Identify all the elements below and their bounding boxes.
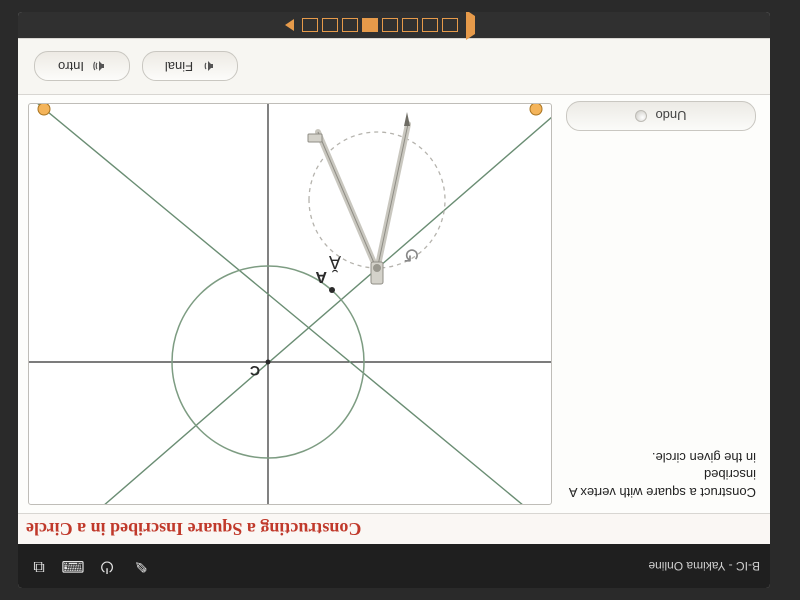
lesson-content: Construct a square with vertex A inscrib… [18,94,770,514]
instruction-line-1: Construct a square with vertex A inscrib… [570,467,756,500]
playback-controls: Final Intro [18,38,770,94]
topbar-tool-icons: ✎ ⏻ ⌨ ⧉ [28,555,152,577]
label-a: A [315,268,327,285]
nav-page-6[interactable] [342,18,358,32]
intro-button[interactable]: Intro [34,52,130,82]
final-label: Final [165,59,193,74]
final-button[interactable]: Final [142,52,238,82]
construction-canvas[interactable]: C A Ă ↺ [28,103,552,505]
sound-icon [92,60,106,74]
power-icon[interactable]: ⏻ [96,555,118,577]
instruction-text: Construct a square with vertex A inscrib… [566,448,756,501]
nav-page-5-current[interactable] [362,18,378,32]
point-a [329,287,335,293]
undo-label: Undo [655,109,686,124]
lms-topbar: B-IC - Yakima Online ✎ ⏻ ⌨ ⧉ [18,544,770,588]
lesson-title: Constructing a Square Inscribed in a Cir… [26,519,361,540]
geometry-svg: C A Ă ↺ [29,104,551,504]
intro-label: Intro [58,59,84,74]
undo-slider-handle[interactable] [635,110,647,122]
nav-prev-icon[interactable] [466,12,503,40]
course-label: B-IC - Yakima Online [648,559,760,573]
nav-page-7[interactable] [322,18,338,32]
page-nav [18,12,770,38]
diagonal-line-2 [29,104,551,504]
terminal-icon[interactable]: ⧉ [28,555,50,577]
handle-point-left[interactable] [530,104,542,115]
label-c: C [250,363,260,379]
nav-page-2[interactable] [422,18,438,32]
edit-icon[interactable]: ✎ [130,555,152,577]
rotate-arrow-icon: ↺ [403,243,420,265]
canvas-wrap: C A Ă ↺ [18,95,552,513]
lesson-title-banner: Constructing a Square Inscribed in a Cir… [18,514,770,544]
handle-point-right[interactable] [38,104,50,115]
left-panel: Construct a square with vertex A inscrib… [552,95,770,513]
keyboard-icon[interactable]: ⌨ [62,555,84,577]
compass-tool-icon[interactable] [308,112,410,284]
sound-icon [201,60,215,74]
nav-page-4[interactable] [382,18,398,32]
nav-page-3[interactable] [402,18,418,32]
diagonal-line-1 [29,104,551,504]
instruction-line-2: in the given circle. [652,450,756,465]
nav-next-icon[interactable] [285,19,294,31]
nav-page-8[interactable] [302,18,318,32]
nav-page-1[interactable] [442,18,458,32]
point-c [266,360,271,365]
undo-button[interactable]: Undo [566,101,756,131]
vertex-marker-icon: Ă [329,252,341,272]
